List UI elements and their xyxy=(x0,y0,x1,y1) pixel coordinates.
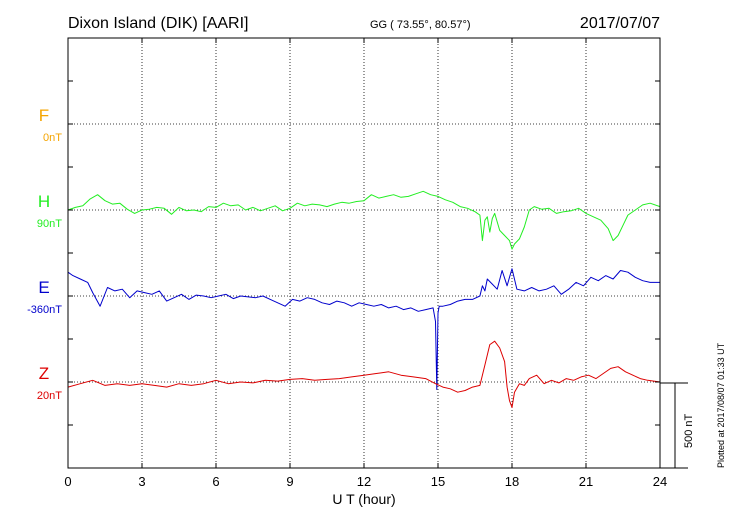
channel-labels: F 0nT H 90nT E -360nT Z 20nT xyxy=(27,106,62,402)
x-tick-label-0: 0 xyxy=(64,474,71,489)
coordinates-label: GG ( 73.55°, 80.57°) xyxy=(370,19,471,31)
series-line-H xyxy=(67,190,661,250)
x-tick-label-12: 12 xyxy=(357,474,371,489)
plotted-note: Plotted at 2017/08/07 01:33 UT xyxy=(716,342,726,468)
x-tick-label-15: 15 xyxy=(431,474,445,489)
channel-name-H: H xyxy=(38,192,50,211)
scale-bar-label: 500 nT xyxy=(683,413,695,448)
channel-baseline-H: 90nT xyxy=(37,218,62,230)
channel-baseline-Z: 20nT xyxy=(37,390,62,402)
series-line-Z xyxy=(67,340,661,408)
series-layer xyxy=(67,190,661,408)
x-tick-label-3: 3 xyxy=(138,474,145,489)
plot-frame xyxy=(67,37,661,469)
channel-name-Z: Z xyxy=(39,364,49,383)
x-tick-label-6: 6 xyxy=(212,474,219,489)
date-label: 2017/07/07 xyxy=(580,15,660,32)
x-tick-label-21: 21 xyxy=(579,474,593,489)
x-axis-ticks: 0 3 6 9 12 15 18 21 24 xyxy=(64,38,667,489)
x-tick-label-18: 18 xyxy=(505,474,519,489)
series-line-E xyxy=(67,268,660,390)
channel-baseline-F: 0nT xyxy=(43,132,62,144)
channel-name-E: E xyxy=(38,278,49,297)
x-tick-label-9: 9 xyxy=(286,474,293,489)
channel-name-F: F xyxy=(39,106,49,125)
x-axis-label: U T (hour) xyxy=(332,491,395,507)
station-title: Dixon Island (DIK) [AARI] xyxy=(68,15,249,32)
grid-lines xyxy=(68,38,660,468)
x-tick-label-24: 24 xyxy=(653,474,667,489)
scale-bar: 500 nT xyxy=(660,382,695,469)
channel-baseline-E: -360nT xyxy=(27,304,62,316)
